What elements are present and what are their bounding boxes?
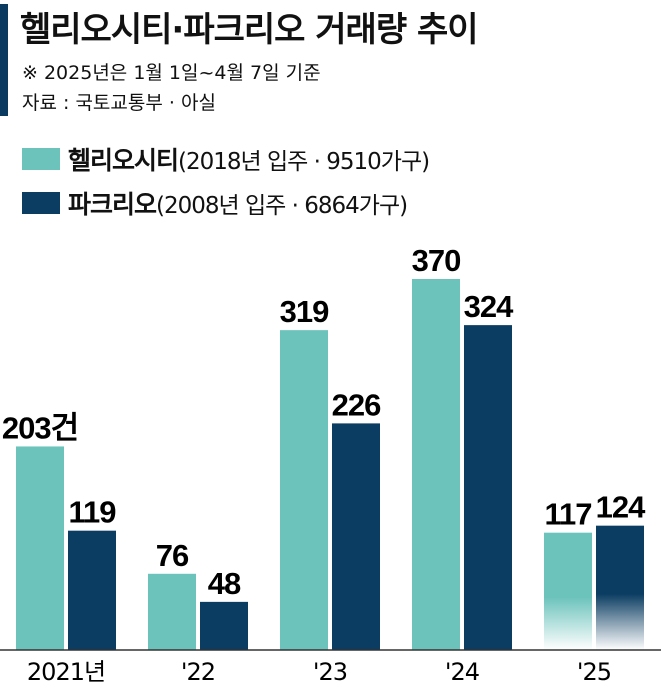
data-label-heliocity-0: 203건	[2, 410, 78, 445]
legend-swatch-parkrio	[22, 192, 60, 214]
x-tick-label-0: 2021년	[27, 658, 105, 686]
legend-name: 파크리오	[68, 190, 157, 219]
bar-parkrio-1	[200, 601, 248, 650]
legend-item-parkrio: 파크리오 (2008년 입주 · 6864가구)	[22, 184, 429, 222]
legend-item-heliocity: 헬리오시티 (2018년 입주 · 9510가구)	[22, 140, 430, 178]
data-label-parkrio-0: 119	[68, 495, 116, 530]
data-label-parkrio-1: 48	[208, 566, 241, 601]
data-label-parkrio-4: 124	[596, 490, 646, 525]
bar-heliocity-0	[16, 446, 64, 650]
data-label-heliocity-4: 117	[544, 497, 591, 532]
chart-note: ※ 2025년은 1월 1일~4월 7일 기준	[22, 62, 321, 84]
data-label-parkrio-2: 226	[332, 387, 381, 422]
chart-header: 헬리오시티·파크리오 거래량 추이 ※ 2025년은 1월 1일~4월 7일 기…	[0, 0, 661, 128]
x-tick-label-1: '22	[181, 658, 215, 686]
legend-detail: (2008년 입주 · 6864가구)	[156, 193, 408, 219]
chart-source: 자료 : 국토교통부 · 아실	[22, 92, 216, 114]
bar-parkrio-0	[68, 530, 116, 650]
data-label-heliocity-2: 319	[280, 294, 329, 329]
legend-detail: (2018년 입주 · 9510가구)	[178, 149, 430, 175]
bar-heliocity-1	[148, 573, 196, 650]
x-tick-label-4: '25	[577, 658, 611, 686]
x-tick-label-3: '24	[445, 658, 479, 686]
title-accent-bar	[0, 4, 8, 116]
data-label-parkrio-3: 324	[464, 289, 514, 324]
data-label-heliocity-1: 76	[156, 538, 189, 573]
bar-heliocity-4	[544, 532, 592, 650]
x-tick-label-2: '23	[313, 658, 347, 686]
legend: 헬리오시티 (2018년 입주 · 9510가구) 파크리오 (2008년 입주 ·…	[22, 140, 430, 228]
bar-heliocity-2	[280, 330, 328, 650]
data-label-heliocity-3: 370	[412, 243, 461, 278]
legend-name: 헬리오시티	[68, 146, 179, 175]
bar-parkrio-4	[596, 525, 644, 650]
bars-group	[16, 279, 644, 650]
chart-title: 헬리오시티·파크리오 거래량 추이	[20, 10, 479, 50]
bar-parkrio-2	[332, 423, 380, 650]
bar-parkrio-3	[464, 325, 512, 650]
bar-heliocity-3	[412, 279, 460, 650]
legend-swatch-heliocity	[22, 148, 60, 170]
